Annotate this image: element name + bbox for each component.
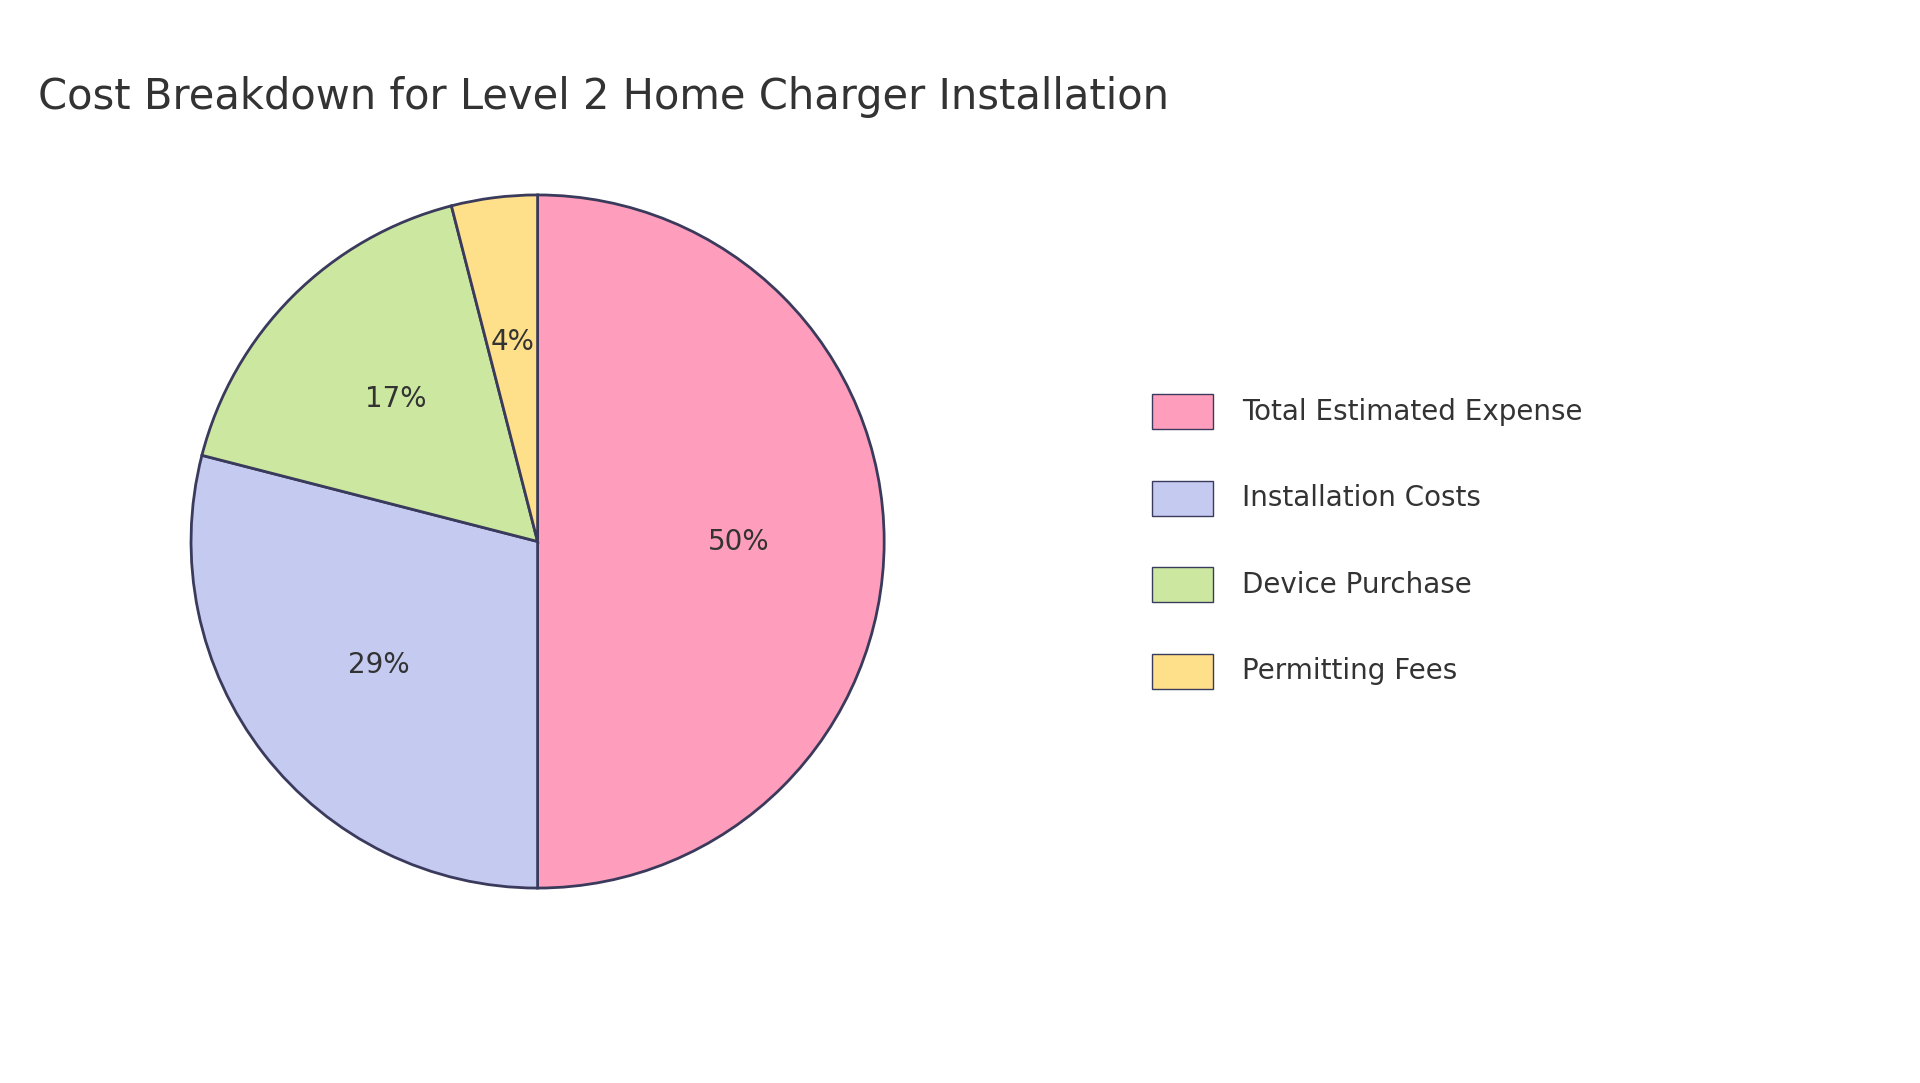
Text: Permitting Fees: Permitting Fees [1242,657,1457,686]
Wedge shape [192,455,538,888]
Text: Cost Breakdown for Level 2 Home Charger Installation: Cost Breakdown for Level 2 Home Charger … [38,76,1169,118]
Text: 50%: 50% [708,527,770,556]
Text: 29%: 29% [348,651,409,679]
Wedge shape [451,195,538,542]
FancyBboxPatch shape [1152,654,1213,689]
Text: 17%: 17% [365,386,426,414]
Text: Total Estimated Expense: Total Estimated Expense [1242,397,1582,426]
Text: Device Purchase: Device Purchase [1242,571,1473,599]
Wedge shape [538,195,883,888]
Wedge shape [202,206,538,542]
FancyBboxPatch shape [1152,394,1213,429]
FancyBboxPatch shape [1152,481,1213,516]
Text: Installation Costs: Installation Costs [1242,484,1480,512]
FancyBboxPatch shape [1152,567,1213,602]
Text: 4%: 4% [490,328,534,356]
